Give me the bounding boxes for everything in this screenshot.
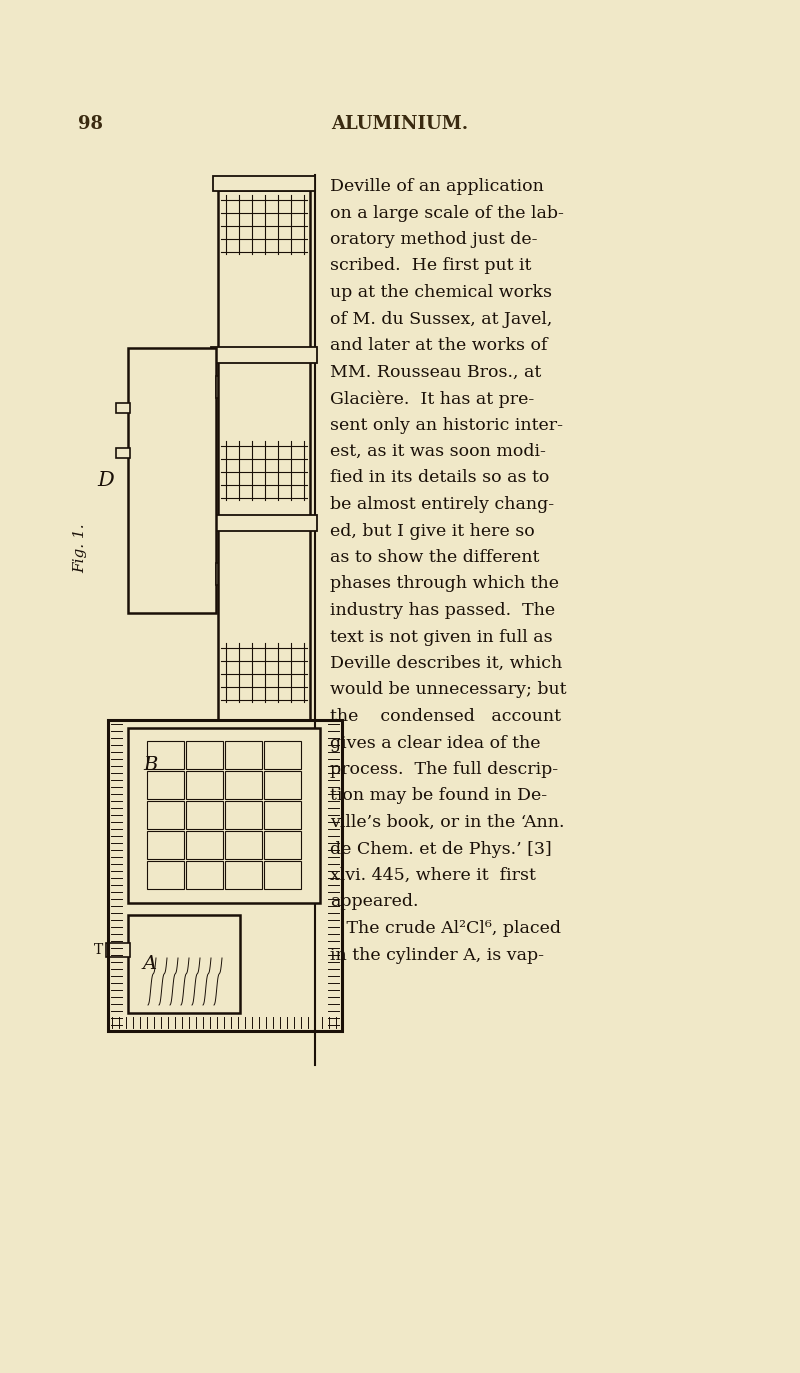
Text: de Chem. et de Phys.’ [3]: de Chem. et de Phys.’ [3]	[330, 840, 552, 858]
Bar	[225, 800, 262, 829]
Text: B: B	[143, 757, 157, 774]
Bar	[116, 448, 130, 459]
Text: xlvi. 445, where it  first: xlvi. 445, where it first	[330, 866, 536, 884]
Text: and later at the works of: and later at the works of	[330, 336, 547, 354]
Bar	[264, 831, 301, 859]
Bar	[211, 347, 317, 362]
Text: fied in its details so as to: fied in its details so as to	[330, 470, 550, 486]
Bar	[147, 861, 184, 888]
Text: ville’s book, or in the ‘Ann.: ville’s book, or in the ‘Ann.	[330, 814, 565, 831]
Bar	[146, 367, 198, 595]
Bar	[147, 831, 184, 859]
Text: in the cylinder A, is vap-: in the cylinder A, is vap-	[330, 946, 544, 964]
Text: A: A	[143, 956, 157, 973]
Bar	[225, 772, 262, 799]
Bar	[128, 914, 240, 1013]
Text: up at the chemical works: up at the chemical works	[330, 284, 552, 301]
Bar	[186, 800, 223, 829]
Text: Deville of an application: Deville of an application	[330, 178, 544, 195]
Text: on a large scale of the lab-: on a large scale of the lab-	[330, 205, 564, 221]
Text: oratory method just de-: oratory method just de-	[330, 231, 538, 249]
Bar	[147, 772, 184, 799]
Bar	[186, 741, 223, 769]
Text: Fig. 1.: Fig. 1.	[73, 523, 87, 573]
Text: tion may be found in De-: tion may be found in De-	[330, 788, 547, 805]
Text: 98: 98	[78, 115, 103, 133]
Bar	[264, 772, 301, 799]
Bar	[186, 831, 223, 859]
Text: as to show the different: as to show the different	[330, 549, 539, 566]
Text: appeared.: appeared.	[330, 894, 418, 910]
Bar	[225, 741, 262, 769]
Text: Glacière.  It has at pre-: Glacière. It has at pre-	[330, 390, 534, 408]
Text: ALUMINIUM.: ALUMINIUM.	[331, 115, 469, 133]
Text: MM. Rousseau Bros., at: MM. Rousseau Bros., at	[330, 364, 542, 380]
Bar	[264, 861, 301, 888]
Bar	[106, 943, 130, 957]
Bar	[264, 800, 301, 829]
Bar	[108, 719, 342, 1031]
Bar	[186, 861, 223, 888]
Text: T: T	[94, 943, 102, 957]
Bar	[128, 347, 216, 612]
Text: would be unnecessary; but: would be unnecessary; but	[330, 681, 566, 699]
Bar	[147, 741, 184, 769]
Text: The crude Al²Cl⁶, placed: The crude Al²Cl⁶, placed	[330, 920, 561, 936]
Bar	[128, 728, 320, 903]
Text: ed, but I give it here so: ed, but I give it here so	[330, 523, 534, 540]
Text: text is not given in full as: text is not given in full as	[330, 629, 553, 645]
Bar	[225, 861, 262, 888]
Bar	[186, 772, 223, 799]
Text: be almost entirely chang-: be almost entirely chang-	[330, 496, 554, 514]
Bar	[216, 376, 218, 398]
Text: industry has passed.  The: industry has passed. The	[330, 601, 555, 619]
Bar	[225, 831, 262, 859]
Text: D: D	[98, 471, 114, 490]
Text: sent only an historic inter-: sent only an historic inter-	[330, 416, 563, 434]
Bar	[264, 741, 301, 769]
Bar	[216, 563, 218, 585]
Bar	[147, 800, 184, 829]
Text: phases through which the: phases through which the	[330, 575, 559, 593]
Text: of M. du Sussex, at Javel,: of M. du Sussex, at Javel,	[330, 310, 552, 328]
Text: scribed.  He first put it: scribed. He first put it	[330, 258, 531, 275]
Bar	[116, 404, 130, 413]
Text: the    condensed   account: the condensed account	[330, 708, 561, 725]
Text: process.  The full descrip-: process. The full descrip-	[330, 761, 558, 778]
Text: Deville describes it, which: Deville describes it, which	[330, 655, 562, 671]
Text: est, as it was soon modi-: est, as it was soon modi-	[330, 443, 546, 460]
Bar	[218, 189, 310, 719]
Bar	[133, 353, 211, 608]
Bar	[213, 176, 315, 191]
Bar	[211, 515, 317, 531]
Text: gives a clear idea of the: gives a clear idea of the	[330, 735, 541, 751]
